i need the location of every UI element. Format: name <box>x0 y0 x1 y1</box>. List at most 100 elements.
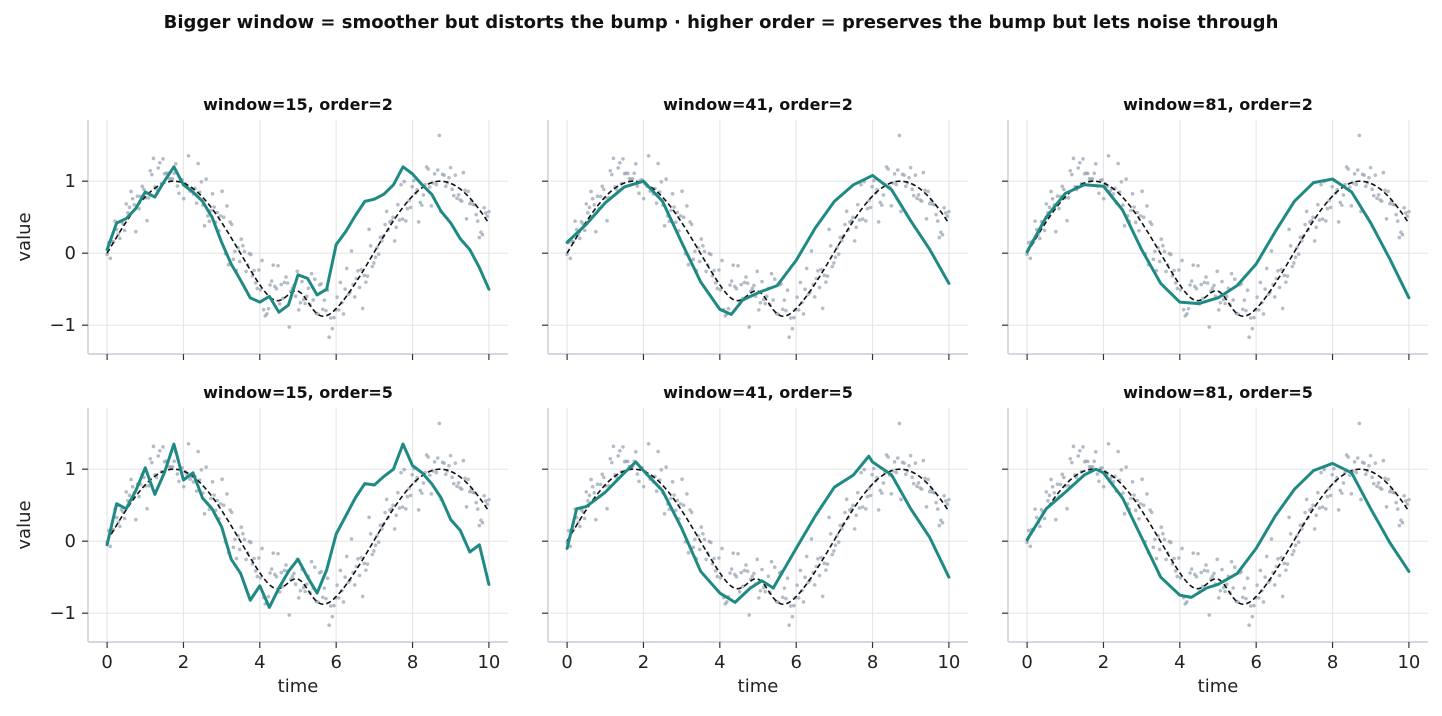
raw-point <box>1220 567 1224 572</box>
raw-point <box>851 215 855 220</box>
raw-point <box>204 465 208 469</box>
raw-point <box>728 283 732 287</box>
raw-point <box>367 515 371 520</box>
raw-point <box>1359 497 1363 502</box>
subplot-4: 0 2 4 6 8 10 −1 0 1 window=15, order=5 time value <box>14 383 508 697</box>
raw-point <box>1363 472 1368 477</box>
raw-point <box>907 463 911 468</box>
smoothed-line <box>105 442 491 609</box>
raw-point <box>1381 170 1386 175</box>
raw-point <box>1181 307 1186 312</box>
y-tick-label: −1 <box>49 315 76 336</box>
raw-point <box>221 215 226 220</box>
x-tick-label: 4 <box>254 652 265 673</box>
raw-point <box>568 544 573 549</box>
x-tick-label: 10 <box>1397 652 1420 673</box>
raw-point <box>1154 556 1159 561</box>
raw-point <box>1054 229 1058 234</box>
raw-point <box>908 165 913 170</box>
raw-point <box>1065 218 1069 223</box>
raw-point <box>598 194 603 199</box>
raw-point <box>832 261 836 265</box>
raw-point <box>447 175 451 180</box>
raw-point <box>1338 200 1343 205</box>
raw-point <box>400 505 405 509</box>
raw-point <box>137 206 141 211</box>
raw-point <box>1151 257 1156 262</box>
raw-point <box>459 199 464 203</box>
raw-point <box>1161 531 1165 536</box>
raw-point <box>421 481 426 485</box>
raw-point <box>589 477 593 482</box>
raw-point <box>140 184 145 189</box>
raw-point <box>293 582 298 586</box>
raw-point <box>276 551 280 556</box>
raw-point <box>859 182 863 187</box>
raw-point <box>1394 212 1398 217</box>
raw-point <box>304 582 309 587</box>
raw-point <box>194 489 199 493</box>
raw-point <box>1157 547 1162 552</box>
raw-point <box>787 623 791 627</box>
raw-point <box>715 286 720 291</box>
raw-point <box>1368 453 1373 458</box>
raw-point <box>635 184 640 188</box>
raw-point <box>1340 491 1344 495</box>
raw-point <box>832 549 836 553</box>
raw-point <box>913 173 918 177</box>
raw-point <box>737 590 742 594</box>
raw-points <box>105 421 491 627</box>
raw-point <box>394 225 399 230</box>
raw-point <box>239 237 244 241</box>
raw-point <box>605 218 609 223</box>
raw-point <box>1403 499 1408 503</box>
raw-point <box>1145 492 1149 496</box>
raw-point <box>298 588 303 593</box>
raw-point <box>483 499 488 503</box>
raw-point <box>610 172 614 177</box>
raw-point <box>127 205 132 210</box>
raw-point <box>820 594 825 599</box>
raw-point <box>656 449 660 454</box>
raw-point <box>1316 490 1320 495</box>
raw-point <box>1242 298 1247 302</box>
raw-point <box>897 421 902 426</box>
raw-point <box>122 228 127 233</box>
raw-point <box>801 600 806 604</box>
raw-point <box>218 214 223 218</box>
raw-point <box>756 596 761 600</box>
raw-point <box>1090 176 1095 181</box>
raw-point <box>148 456 153 461</box>
raw-point <box>680 189 684 194</box>
raw-point <box>836 540 841 544</box>
raw-point <box>1269 249 1274 253</box>
raw-point <box>1038 524 1042 529</box>
raw-point <box>252 268 256 273</box>
raw-point <box>320 595 325 600</box>
raw-point <box>870 184 875 189</box>
raw-point <box>1232 277 1237 281</box>
raw-point <box>467 201 472 206</box>
raw-point <box>602 187 606 192</box>
raw-point <box>475 507 480 511</box>
raw-point <box>702 249 707 254</box>
raw-point <box>1175 286 1180 291</box>
raw-point <box>402 467 407 472</box>
raw-point <box>1212 571 1216 576</box>
smoothed-line <box>1025 177 1411 306</box>
raw-point <box>1033 219 1037 223</box>
raw-point <box>798 568 803 573</box>
raw-point <box>616 454 621 458</box>
raw-point <box>1066 196 1071 200</box>
raw-point <box>678 214 683 218</box>
raw-point <box>744 563 748 567</box>
raw-point <box>450 475 454 480</box>
y-tick-label: 1 <box>65 459 76 480</box>
raw-point <box>1312 239 1317 243</box>
raw-point <box>287 613 292 617</box>
raw-point <box>221 503 226 508</box>
raw-point <box>383 510 387 515</box>
raw-point <box>158 448 162 453</box>
raw-point <box>391 215 395 220</box>
x-tick-label: 8 <box>1327 652 1338 673</box>
